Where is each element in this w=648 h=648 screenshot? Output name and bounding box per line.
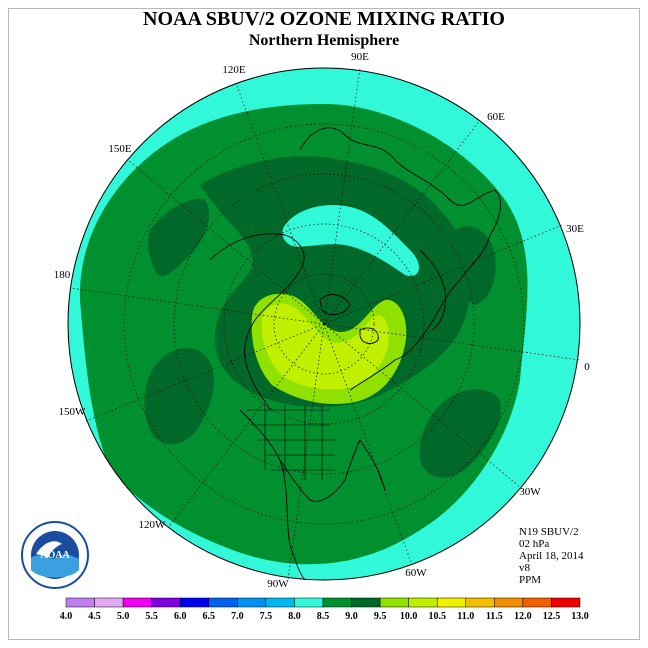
info-instrument: N19 SBUV/2: [519, 526, 579, 538]
colorbar-swatch: [265, 597, 295, 608]
colorbar-tick-label: 9.5: [374, 611, 387, 622]
lon-label-30w: 30W: [519, 486, 541, 498]
colorbar-swatch: [436, 597, 467, 608]
colorbar-tick-label: 10.0: [400, 611, 418, 622]
chart-title: NOAA SBUV/2 OZONE MIXING RATIO: [143, 8, 505, 30]
colorbar-swatch: [351, 597, 381, 608]
lon-label-60w: 60W: [405, 567, 427, 579]
colorbar-swatch: [408, 597, 438, 608]
colorbar-swatch: [208, 597, 238, 608]
colorbar-swatch: [294, 597, 324, 608]
colorbar-swatch: [179, 597, 210, 608]
longitude-labels: 90E 60E 30E 0 30W 60W 90W 120W 150W 180 …: [54, 51, 591, 590]
colorbar: 4.0 4.5 5.0 5.5 6.0 6.5 7.0 7.5 8.0 8.5 9.0 9.5 10.0…: [60, 597, 589, 622]
colorbar-swatch: [122, 597, 152, 608]
lon-label-90w: 90W: [267, 578, 289, 590]
lon-label-30e: 30E: [566, 223, 584, 235]
field-darkgreen-e: [419, 389, 501, 478]
field-darkgreen-ne: [450, 226, 496, 305]
info-block: N19 SBUV/2 02 hPa April 18, 2014 v8 PPM: [519, 526, 583, 586]
info-level: 02 hPa: [519, 538, 550, 550]
field-darkgreen-sw: [144, 347, 215, 445]
lon-label-120w: 120W: [139, 519, 167, 531]
logo-text: NOAA: [40, 550, 70, 561]
info-units: PPM: [519, 574, 542, 586]
lon-label-150e: 150E: [108, 143, 132, 155]
colorbar-tick-label: 11.0: [457, 611, 474, 622]
colorbar-swatch: [151, 597, 181, 608]
field-lime-core: [261, 303, 389, 390]
lon-label-90e: 90E: [351, 51, 369, 63]
lon-label-60e: 60E: [487, 111, 505, 123]
colorbar-tick-label: 12.5: [543, 611, 561, 622]
colorbar-tick-label: 12.0: [514, 611, 532, 622]
colorbar-swatch: [94, 597, 124, 608]
colorbar-tick-label: 5.5: [145, 611, 158, 622]
colorbar-tick-label: 13.0: [571, 611, 589, 622]
field-cyan-inner: [282, 205, 420, 276]
map-boundary: [67, 67, 581, 581]
colorbar-tick-label: 6.0: [174, 611, 187, 622]
colorbar-tick-label: 8.0: [288, 611, 301, 622]
lon-label-0: 0: [584, 361, 590, 373]
colorbar-tick-label: 10.5: [428, 611, 446, 622]
lon-label-120e: 120E: [222, 64, 246, 76]
colorbar-swatch: [322, 597, 352, 608]
colorbar-swatch: [494, 597, 524, 608]
lon-label-150w: 150W: [59, 406, 87, 418]
latitude-circles: [123, 123, 525, 525]
info-date: April 18, 2014: [519, 550, 584, 562]
lon-label-180: 180: [54, 269, 71, 281]
coastlines: [209, 127, 501, 581]
colorbar-swatch: [551, 597, 581, 608]
colorbar-swatch: [379, 597, 409, 608]
colorbar-tick-label: 11.5: [486, 611, 503, 622]
colorbar-swatch: [237, 597, 267, 608]
colorbar-swatch: [465, 597, 495, 608]
colorbar-tick-label: 6.5: [203, 611, 216, 622]
colorbar-tick-label: 4.0: [60, 611, 73, 622]
colorbar-tick-label: 5.0: [117, 611, 130, 622]
colorbar-swatch: [522, 597, 552, 608]
colorbar-tick-label: 7.0: [231, 611, 244, 622]
colorbar-tick-label: 4.5: [88, 611, 101, 622]
colorbar-tick-label: 8.5: [317, 611, 330, 622]
noaa-logo: NOAA: [21, 521, 89, 589]
colorbar-tick-label: 7.5: [260, 611, 273, 622]
us-states: [245, 405, 335, 480]
field-darkgreen-left: [147, 199, 210, 277]
colorbar-tick-label: 9.0: [345, 611, 358, 622]
figure-frame: [8, 8, 640, 640]
colorbar-swatch: [65, 597, 95, 608]
info-version: v8: [519, 562, 530, 574]
meridian-lines: [69, 67, 581, 581]
chart-subtitle: Northern Hemisphere: [248, 32, 400, 49]
